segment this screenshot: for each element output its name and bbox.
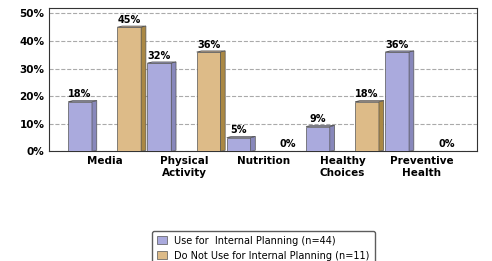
Legend: Use for  Internal Planning (n=44), Do Not Use for Internal Planning (n=11): Use for Internal Planning (n=44), Do Not… bbox=[152, 231, 374, 261]
Polygon shape bbox=[118, 27, 141, 151]
Polygon shape bbox=[118, 26, 146, 27]
Polygon shape bbox=[385, 51, 414, 52]
Text: 36%: 36% bbox=[386, 39, 409, 50]
Polygon shape bbox=[68, 102, 92, 151]
Text: 36%: 36% bbox=[197, 39, 220, 50]
Polygon shape bbox=[409, 51, 414, 151]
Polygon shape bbox=[385, 52, 409, 151]
Polygon shape bbox=[330, 126, 335, 151]
Text: 45%: 45% bbox=[118, 15, 141, 25]
Text: 0%: 0% bbox=[438, 139, 455, 149]
Polygon shape bbox=[306, 126, 335, 127]
Polygon shape bbox=[197, 52, 220, 151]
Text: 18%: 18% bbox=[68, 89, 92, 99]
Text: 32%: 32% bbox=[148, 51, 171, 61]
Polygon shape bbox=[197, 51, 225, 52]
Polygon shape bbox=[250, 137, 255, 151]
Polygon shape bbox=[227, 137, 255, 138]
Text: 0%: 0% bbox=[279, 139, 296, 149]
Text: 18%: 18% bbox=[355, 89, 379, 99]
Polygon shape bbox=[220, 51, 225, 151]
Polygon shape bbox=[148, 62, 176, 63]
Polygon shape bbox=[92, 100, 97, 151]
Polygon shape bbox=[141, 26, 146, 151]
Polygon shape bbox=[379, 100, 384, 151]
Polygon shape bbox=[355, 102, 379, 151]
Polygon shape bbox=[227, 138, 250, 151]
Polygon shape bbox=[355, 100, 384, 102]
Text: 5%: 5% bbox=[230, 125, 247, 135]
Text: 9%: 9% bbox=[309, 114, 326, 124]
Polygon shape bbox=[148, 63, 171, 151]
Polygon shape bbox=[306, 127, 330, 151]
Polygon shape bbox=[171, 62, 176, 151]
Polygon shape bbox=[68, 100, 97, 102]
